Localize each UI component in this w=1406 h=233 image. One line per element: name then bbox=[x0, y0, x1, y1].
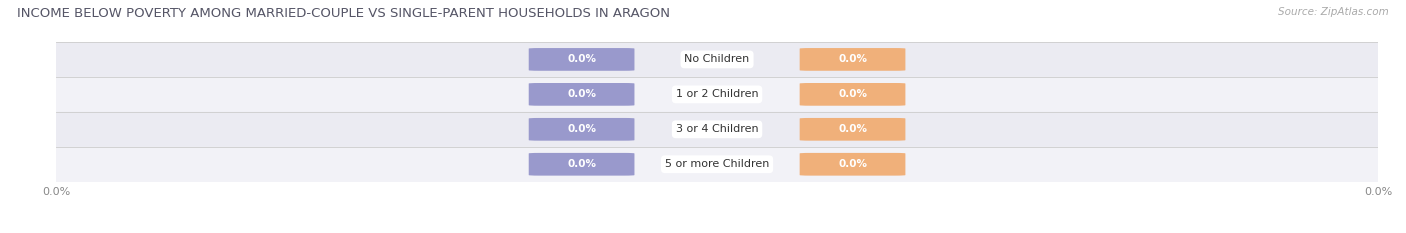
Text: No Children: No Children bbox=[685, 55, 749, 64]
Text: 1 or 2 Children: 1 or 2 Children bbox=[676, 89, 758, 99]
FancyBboxPatch shape bbox=[529, 83, 634, 106]
Text: 5 or more Children: 5 or more Children bbox=[665, 159, 769, 169]
FancyBboxPatch shape bbox=[800, 118, 905, 141]
Text: 0.0%: 0.0% bbox=[838, 124, 868, 134]
FancyBboxPatch shape bbox=[800, 153, 905, 176]
Bar bbox=[56, 42, 1378, 77]
Bar bbox=[56, 77, 1378, 112]
Text: 0.0%: 0.0% bbox=[567, 55, 596, 64]
Text: INCOME BELOW POVERTY AMONG MARRIED-COUPLE VS SINGLE-PARENT HOUSEHOLDS IN ARAGON: INCOME BELOW POVERTY AMONG MARRIED-COUPL… bbox=[17, 7, 669, 20]
Bar bbox=[56, 147, 1378, 182]
Legend: Married Couples, Single Parents: Married Couples, Single Parents bbox=[595, 230, 839, 233]
FancyBboxPatch shape bbox=[800, 83, 905, 106]
FancyBboxPatch shape bbox=[529, 153, 634, 176]
Text: 3 or 4 Children: 3 or 4 Children bbox=[676, 124, 758, 134]
Text: 0.0%: 0.0% bbox=[838, 89, 868, 99]
Text: 0.0%: 0.0% bbox=[838, 55, 868, 64]
Text: 0.0%: 0.0% bbox=[567, 89, 596, 99]
Bar bbox=[56, 112, 1378, 147]
Text: Source: ZipAtlas.com: Source: ZipAtlas.com bbox=[1278, 7, 1389, 17]
FancyBboxPatch shape bbox=[529, 118, 634, 141]
Text: 0.0%: 0.0% bbox=[838, 159, 868, 169]
Text: 0.0%: 0.0% bbox=[567, 124, 596, 134]
FancyBboxPatch shape bbox=[529, 48, 634, 71]
FancyBboxPatch shape bbox=[800, 48, 905, 71]
Text: 0.0%: 0.0% bbox=[567, 159, 596, 169]
